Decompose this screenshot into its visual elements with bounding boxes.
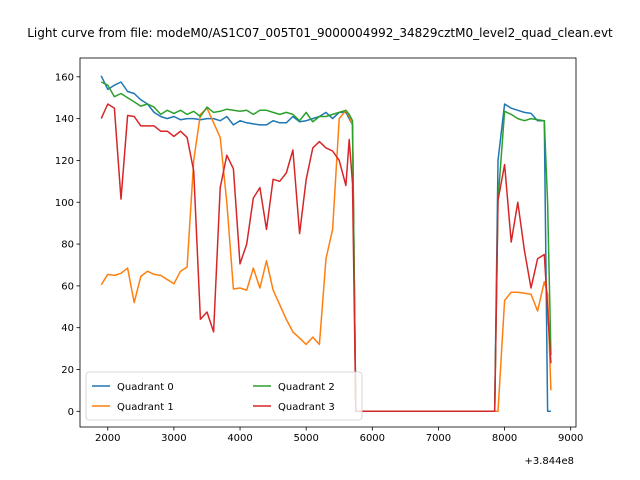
y-tick-label: 40 <box>61 323 74 334</box>
legend-label: Quadrant 3 <box>278 402 335 413</box>
y-tick-label: 0 <box>68 407 74 418</box>
x-offset-label: +3.844e8 <box>524 456 574 467</box>
x-tick-label: 8000 <box>492 433 517 444</box>
x-tick-label: 7000 <box>426 433 451 444</box>
y-tick-label: 60 <box>61 281 74 292</box>
y-tick-label: 100 <box>55 198 74 209</box>
series-line-quadrant-2 <box>100 81 552 413</box>
y-tick-label: 80 <box>61 240 74 251</box>
x-tick-label: 9000 <box>558 433 583 444</box>
series-line-quadrant-3 <box>100 103 552 413</box>
y-tick-label: 120 <box>55 156 74 167</box>
plot-area: 2000 3000 4000 5000 6000 7000 8000 9000 0 20 40 60 8… <box>55 57 583 444</box>
series-line-quadrant-0 <box>100 75 551 413</box>
y-tick-label: 140 <box>55 114 74 125</box>
x-tick-label: 4000 <box>227 433 252 444</box>
y-tick-label: 20 <box>61 365 74 376</box>
legend: Quadrant 0 Quadrant 1 Quadrant 2 Quadrant 3 <box>85 371 363 421</box>
x-tick-label: 5000 <box>293 433 318 444</box>
y-tick-label: 160 <box>55 72 74 83</box>
legend-label: Quadrant 1 <box>117 402 174 413</box>
legend-box <box>85 371 363 421</box>
axes-frame <box>79 57 577 428</box>
legend-label: Quadrant 2 <box>278 382 335 393</box>
series-line-quadrant-1 <box>100 107 552 413</box>
x-tick-label: 3000 <box>161 433 186 444</box>
chart-title: Light curve from file: modeM0/AS1C07_005… <box>27 26 613 40</box>
legend-label: Quadrant 0 <box>117 382 174 393</box>
x-tick-label: 6000 <box>360 433 385 444</box>
x-tick-label: 2000 <box>95 433 120 444</box>
